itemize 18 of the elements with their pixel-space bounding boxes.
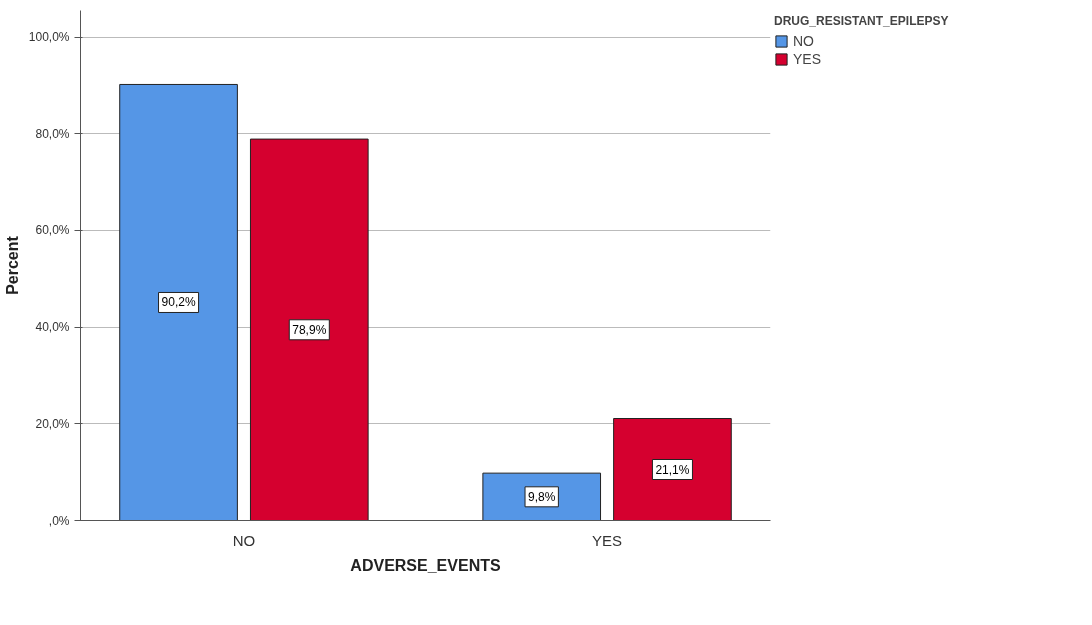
legend-label: YES [793,51,822,67]
y-tick-label: 60,0% [35,223,70,238]
data-label: 78,9% [292,322,327,337]
bar [249,138,369,521]
x-axis-title: ADVERSE_EVENTS [350,556,501,574]
legend-label: NO [793,33,814,49]
y-tick-label: 80,0% [35,126,70,141]
y-tick-label: ,0% [48,513,70,528]
y-tick-label: 100,0% [28,30,70,45]
y-tick-label: 20,0% [35,416,70,431]
bar [119,83,238,521]
bar [613,418,732,521]
data-label: 90,2% [161,295,196,310]
legend-title: DRUG_RESISTANT_EPILEPSY [774,14,949,28]
data-label: 21,1% [655,462,690,477]
data-label: 9,8% [528,489,556,504]
y-axis-title: Percent [3,235,21,295]
y-tick-label: 40,0% [35,320,70,335]
